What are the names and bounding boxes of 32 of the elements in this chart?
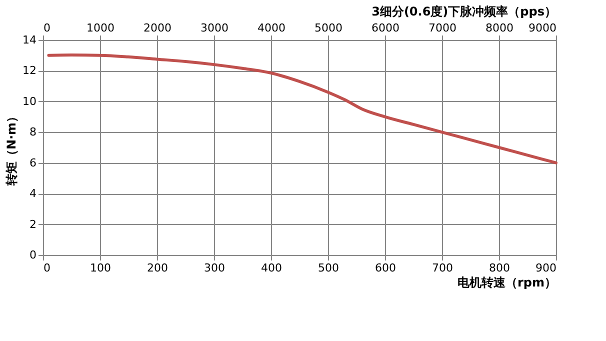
y-tick-label: 14 xyxy=(22,34,36,46)
x2-axis-title: 3细分(0.6度)下脉冲频率（pps） xyxy=(372,4,556,18)
y-tick-label: 0 xyxy=(30,248,36,262)
x-axis-title: 电机转速（rpm） xyxy=(457,276,556,290)
x-tick-label: 700 xyxy=(432,262,453,274)
x2-tick-label: 4000 xyxy=(258,22,286,34)
x2-tick-label: 1000 xyxy=(86,22,114,34)
y-tick-label: 4 xyxy=(30,187,36,200)
x2-tick-label: 3000 xyxy=(200,22,228,34)
x-tick-label: 100 xyxy=(90,262,111,274)
x2-tick-label: 6000 xyxy=(372,22,400,34)
x2-tick-label: 9000 xyxy=(528,22,556,34)
y-tick-label: 2 xyxy=(30,218,36,231)
y-tick-label: 10 xyxy=(22,94,36,108)
x2-tick-label: 0 xyxy=(44,22,50,34)
y-tick-label: 8 xyxy=(30,126,36,139)
y-axis-title: 转矩（N·m） xyxy=(4,110,19,187)
line-series xyxy=(47,54,558,164)
x-tick-label: 200 xyxy=(147,262,168,274)
x-tick-label: 600 xyxy=(375,262,396,274)
x-tick-label: 400 xyxy=(261,262,282,274)
x-tick-label: 800 xyxy=(489,262,510,274)
y-tick-label: 12 xyxy=(22,64,36,78)
x2-tick-label: 8000 xyxy=(486,22,514,34)
x-tick-label: 500 xyxy=(318,262,339,274)
x-tick-label: 300 xyxy=(204,262,225,274)
x-tick-label: 900 xyxy=(536,262,556,274)
x2-tick-label: 7000 xyxy=(428,22,456,34)
x2-tick-label: 2000 xyxy=(144,22,172,34)
x-tick-label: 0 xyxy=(44,262,50,274)
y-tick-label: 6 xyxy=(30,156,36,170)
x2-tick-label: 5000 xyxy=(314,22,342,34)
